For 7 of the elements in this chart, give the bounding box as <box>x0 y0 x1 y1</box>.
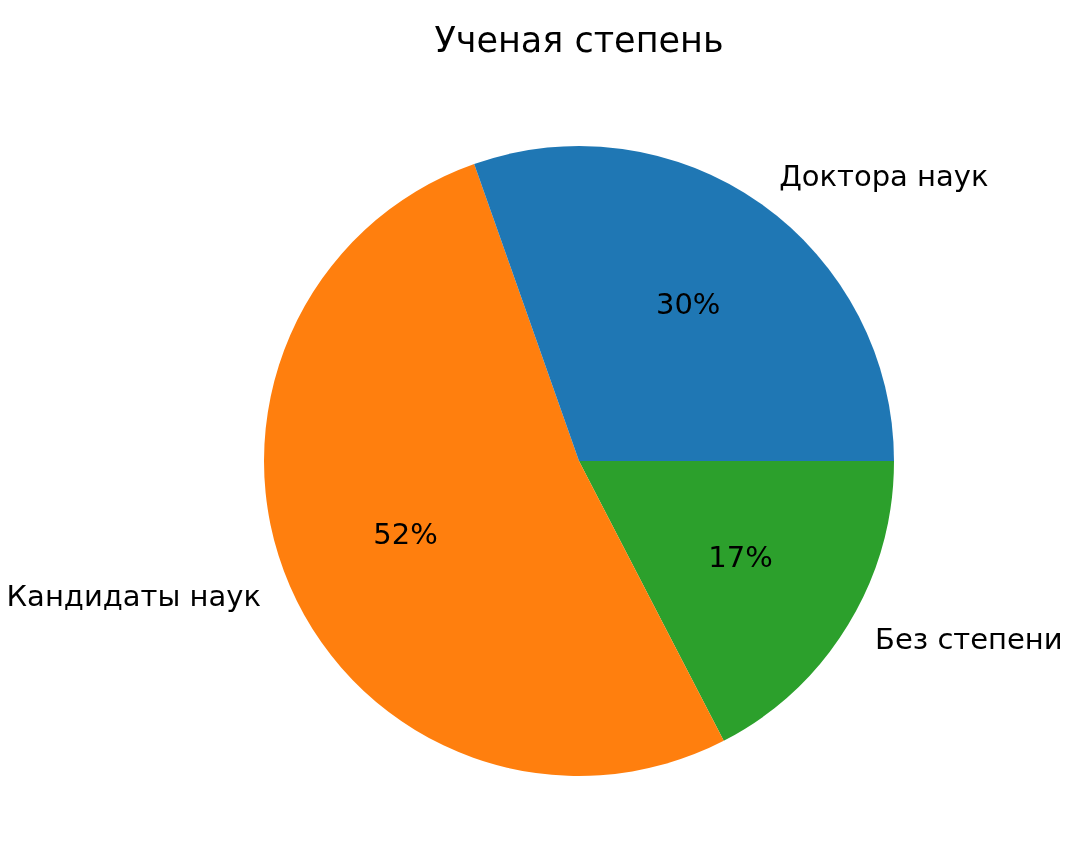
chart-title: Ученая степень <box>434 20 724 60</box>
slice-label: Кандидаты наук <box>6 579 261 614</box>
slice-label: Доктора наук <box>779 158 989 193</box>
slice-label: Без степени <box>875 621 1063 656</box>
data-label: 30% <box>655 287 721 322</box>
data-label: 52% <box>373 516 438 551</box>
data-label: 17% <box>708 539 773 574</box>
